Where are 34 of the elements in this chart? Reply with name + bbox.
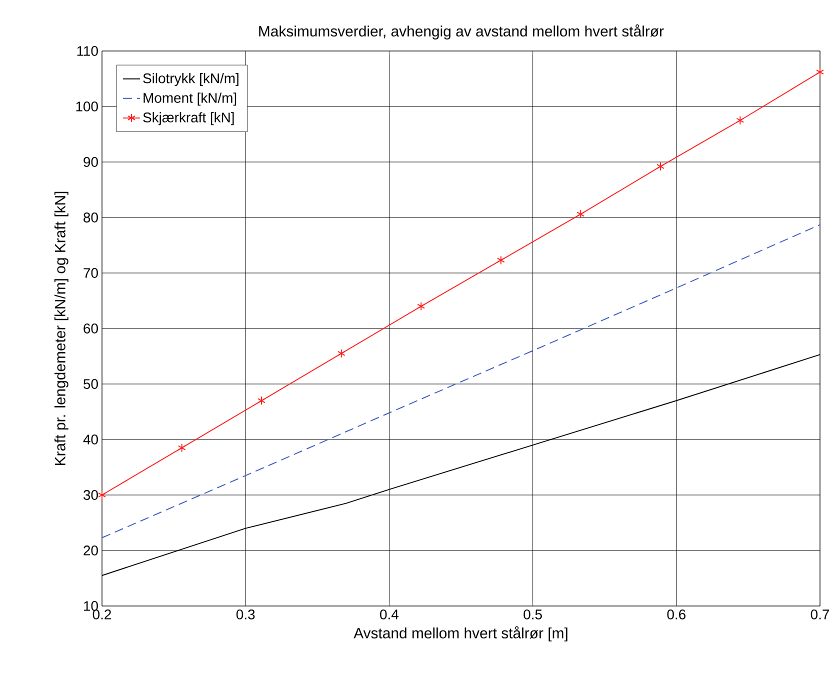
point: [178, 443, 186, 452]
point: [496, 256, 505, 265]
point: [576, 210, 585, 219]
point: [816, 68, 824, 77]
legend-label: Moment [kN/m]: [144, 92, 236, 106]
y-tick-label: 100: [76, 102, 98, 112]
y-tick-label: 40: [83, 434, 98, 444]
point: [98, 490, 106, 500]
chart-title: Maksimumsverdier, avhengig av avstand mellom hvert stålrør: [259, 24, 664, 40]
y-tick-label: 110: [77, 46, 98, 56]
y-tick-label: 50: [84, 379, 98, 389]
y-tick-label: 70: [84, 268, 98, 278]
x-tick-label: 0.7: [810, 610, 830, 620]
x-tick-label: 0.6: [667, 610, 686, 620]
x-axis-title: Avstand mellom hvert stålrør [m]: [354, 626, 568, 642]
y-tick-label: 90: [84, 157, 98, 167]
y-axis-title: Kraft pr. lengdemeter [kN/m] og Kraft [kN]: [54, 192, 68, 466]
point: [656, 162, 664, 171]
legend-label: Skjærkraft [kN]: [143, 112, 234, 126]
legend-label: Silotrykk [kN/m]: [143, 73, 238, 86]
x-tick-label: 0.5: [524, 610, 542, 620]
x-tick-label: 0.3: [236, 610, 255, 620]
y-tick-label: 80: [84, 212, 98, 222]
y-tick-label: 60: [84, 324, 98, 334]
y-tick-label: 30: [83, 490, 98, 500]
y-tick-label: 20: [84, 546, 98, 556]
x-tick-label: 0.4: [380, 610, 398, 620]
point: [417, 302, 426, 311]
point: [337, 348, 346, 358]
line-series: [102, 224, 821, 538]
point: [736, 116, 744, 125]
point: [258, 396, 266, 406]
y-tick-label: 10: [84, 601, 98, 611]
x-tick-label: 0.2: [92, 610, 111, 620]
